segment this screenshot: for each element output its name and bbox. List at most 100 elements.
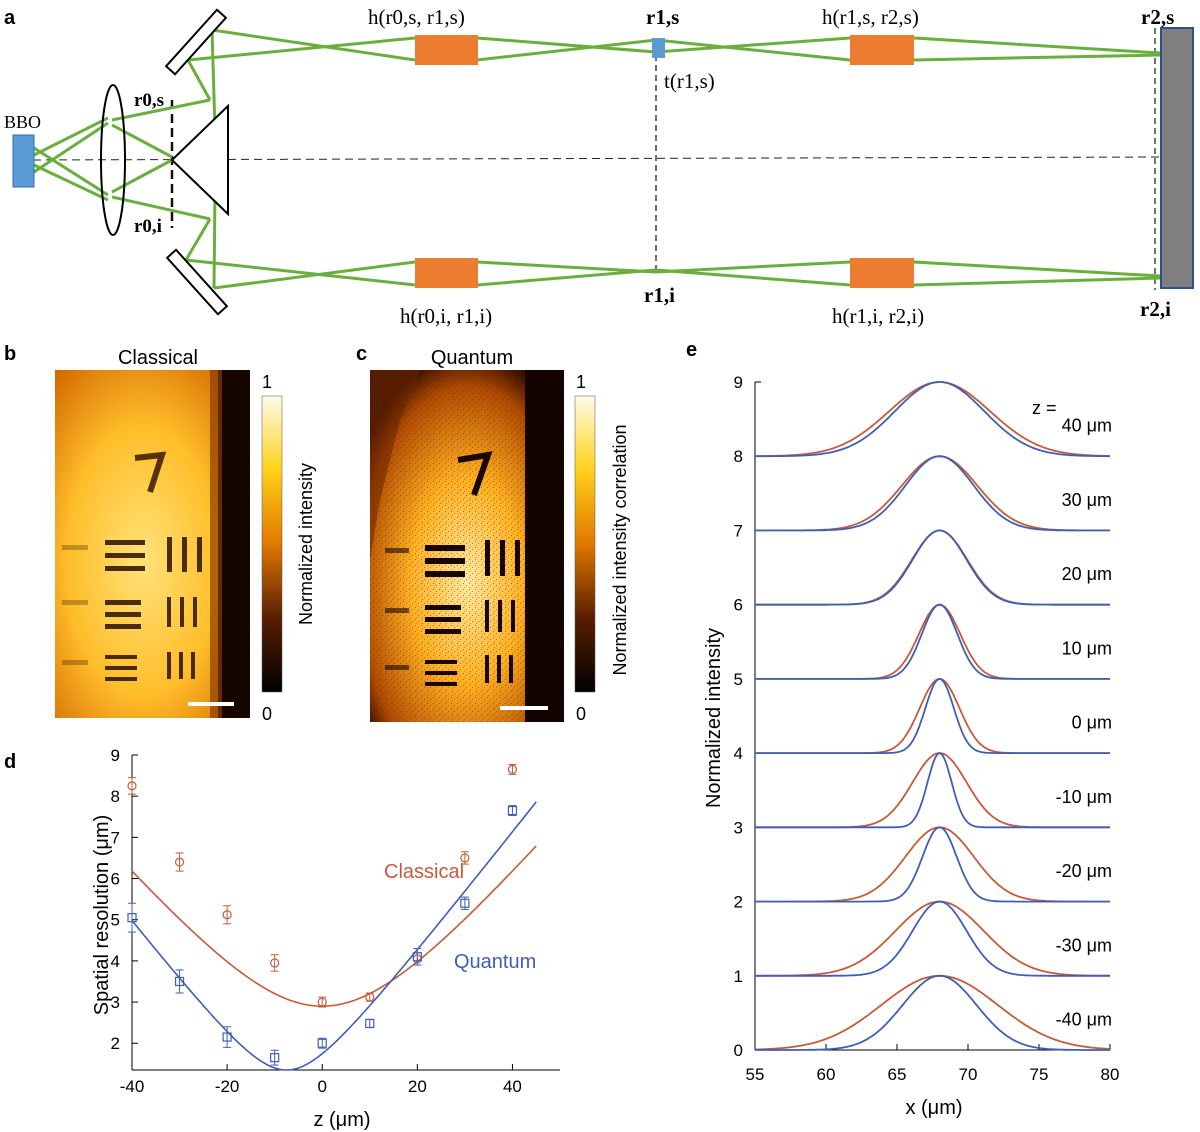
d-y-tick-label: 9 xyxy=(111,746,120,765)
d-point-quantum xyxy=(412,952,422,962)
d-y-tick-label: 4 xyxy=(111,952,120,971)
e-y-tick-label: 2 xyxy=(734,893,743,912)
d-point-classical xyxy=(127,781,137,791)
e-y-tick-label: 6 xyxy=(734,596,743,615)
colorbar-c: 1 0 Normalized intensity correlation xyxy=(574,372,630,724)
colorbar-b-min: 0 xyxy=(262,704,272,724)
d-y-tick-label: 8 xyxy=(111,787,120,806)
panel-b: b Classical xyxy=(4,343,316,724)
d-fit-quantum xyxy=(131,801,537,1071)
d-point-quantum xyxy=(365,1018,375,1029)
panel-c-title: Quantum xyxy=(431,347,513,369)
d-y-tick-label: 3 xyxy=(111,993,120,1012)
panel-label-d: d xyxy=(4,751,16,773)
bbo-crystal xyxy=(12,134,35,188)
e-profile-classical xyxy=(755,455,1110,532)
e-y-tick-label: 3 xyxy=(734,818,743,837)
panel-c: c Quantum xyxy=(356,343,630,724)
e-profile-quantum xyxy=(755,603,1110,680)
d-y-tick-label: 5 xyxy=(111,911,120,930)
object-transmission xyxy=(652,38,665,58)
prism xyxy=(170,103,229,217)
d-point-classical xyxy=(460,853,470,863)
e-y-tick-label: 9 xyxy=(734,373,743,392)
d-x-tick-label: -20 xyxy=(215,1077,240,1096)
panel-b-title: Classical xyxy=(118,347,198,369)
panel-e: e 55 60 65 70 75 80 0 1 2 3 4 5 6 7 8 9 -40 μm -30 μm -20 … xyxy=(686,339,1119,1119)
e-z-label: 10 μm xyxy=(1062,638,1112,658)
mirror-bottom xyxy=(165,248,229,316)
e-x-tick-label: 60 xyxy=(817,1065,836,1084)
e-xlabel: x (μm) xyxy=(905,1097,962,1119)
mirror-top xyxy=(164,8,228,76)
e-profile-classical xyxy=(755,900,1110,977)
d-y-tick-label: 6 xyxy=(111,870,120,889)
e-x-tick-label: 80 xyxy=(1101,1065,1120,1084)
e-x-tick-label: 75 xyxy=(1030,1065,1049,1084)
d-point-quantum xyxy=(127,913,137,923)
e-profile-quantum xyxy=(755,455,1110,532)
d-x-tick-label: -40 xyxy=(120,1077,145,1096)
colorbar-b: 1 0 Normalized intensity xyxy=(261,372,316,724)
label-r0s: r0,s xyxy=(134,90,164,111)
d-point-quantum xyxy=(507,805,518,816)
e-z-label: -30 μm xyxy=(1056,935,1112,955)
d-point-classical xyxy=(317,997,327,1007)
e-profile-quantum xyxy=(755,974,1110,1051)
d-point-classical xyxy=(222,910,232,920)
d-fit-classical xyxy=(131,845,537,1008)
filter-h0i-1i xyxy=(415,258,478,288)
d-point-quantum xyxy=(270,1053,280,1063)
colorbar-c-min: 0 xyxy=(576,704,586,724)
quantum-image xyxy=(370,370,564,722)
profiles-chart: 55 60 65 70 75 80 0 1 2 3 4 5 6 7 8 9 -40 μm -30 μm -20 μm… xyxy=(734,373,1120,1084)
beam-paths xyxy=(33,28,1161,290)
e-profile-quantum xyxy=(755,677,1110,754)
panel-label-a: a xyxy=(4,7,16,29)
e-y-tick-label: 4 xyxy=(734,744,743,763)
d-xlabel: z (μm) xyxy=(313,1109,370,1131)
label-r1s: r1,s xyxy=(646,5,679,29)
e-profile-quantum xyxy=(755,381,1110,458)
d-point-classical xyxy=(507,764,518,775)
e-z-header: z = xyxy=(1032,398,1057,418)
e-y-tick-label: 5 xyxy=(734,670,743,689)
d-point-classical xyxy=(365,992,375,1002)
filter-h1i-2i xyxy=(850,258,914,288)
label-h-1s-2s: h(r1,s, r2,s) xyxy=(822,5,919,29)
label-h-0i-1i: h(r0,i, r1,i) xyxy=(400,304,492,328)
colorbar-b-label: Normalized intensity xyxy=(296,463,316,625)
d-point-classical xyxy=(174,857,185,867)
filter-h1s-2s xyxy=(850,35,914,65)
d-annotation-quantum: Quantum xyxy=(454,951,536,973)
e-z-label: 0 μm xyxy=(1072,713,1112,733)
e-profile-classical xyxy=(755,529,1110,606)
panel-d: d -40 -20 0 20 40 2 3 4 5 6 7 8 9 Spatial resolution… xyxy=(4,746,560,1131)
camera xyxy=(1160,27,1194,289)
d-x-tick-label: 20 xyxy=(408,1077,427,1096)
panel-label-b: b xyxy=(4,343,16,365)
panel-label-e: e xyxy=(686,339,697,361)
e-profile-quantum xyxy=(755,900,1110,977)
e-z-label: 20 μm xyxy=(1062,564,1112,584)
bbo-label: BBO xyxy=(4,112,41,132)
optical-axis xyxy=(19,156,1161,161)
e-x-tick-label: 65 xyxy=(888,1065,907,1084)
d-x-tick-label: 40 xyxy=(503,1077,522,1096)
e-z-label: -10 μm xyxy=(1056,787,1112,807)
colorbar-b-max: 1 xyxy=(262,372,272,392)
e-ylabel: Normalized intensity xyxy=(703,628,725,808)
e-profile-classical xyxy=(755,677,1110,754)
e-y-tick-label: 0 xyxy=(734,1041,743,1060)
filter-h0s-1s xyxy=(415,35,478,65)
lens xyxy=(100,84,126,236)
label-r1i: r1,i xyxy=(644,283,675,307)
classical-image xyxy=(55,370,250,718)
e-y-tick-label: 1 xyxy=(734,967,743,986)
e-profile-quantum xyxy=(755,826,1110,903)
d-point-classical xyxy=(270,958,280,968)
label-h-1i-2i: h(r1,i, r2,i) xyxy=(832,304,924,328)
label-t-1s: t(r1,s) xyxy=(664,69,715,93)
label-r2s: r2,s xyxy=(1141,5,1174,29)
